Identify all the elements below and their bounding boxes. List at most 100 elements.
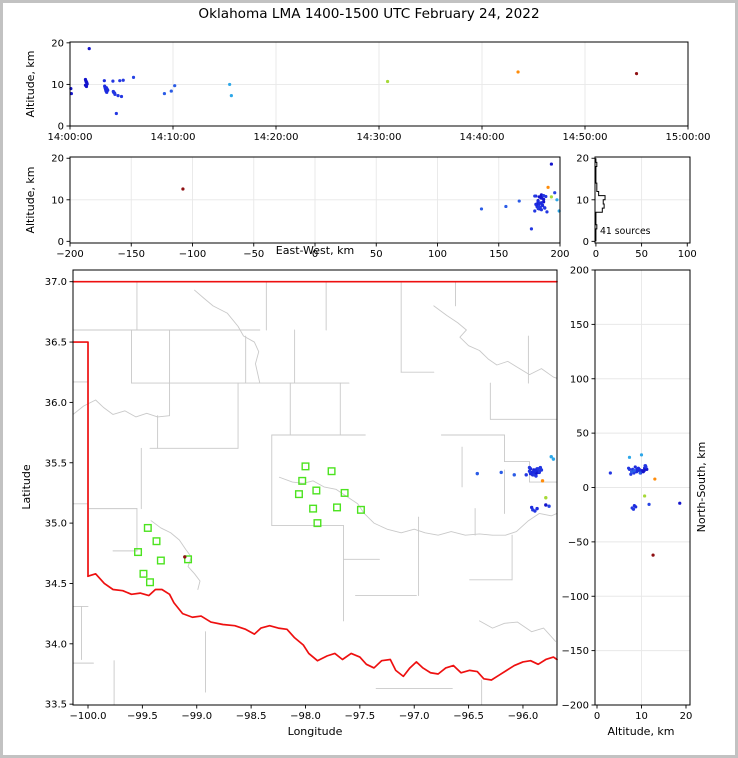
source-point: [385, 79, 390, 84]
source-point: [531, 508, 535, 512]
altitude-histogram-line: [595, 158, 606, 242]
source-point: [536, 206, 540, 211]
x-tick-label: 100: [428, 249, 447, 260]
lma-station-marker: [327, 467, 336, 476]
source-point: [119, 94, 124, 99]
lma-station-marker: [309, 504, 318, 513]
source-point: [643, 494, 647, 498]
source-point: [542, 194, 546, 198]
y-tick-label: 10: [576, 195, 589, 206]
source-point: [113, 92, 117, 96]
source-point: [499, 470, 503, 475]
source-point: [539, 468, 544, 472]
river-county-line: [194, 289, 261, 384]
time-height-panel: 14:00:00 14:10:00 14:20:00 14:30:00 14:40:00…: [48, 38, 711, 143]
source-count-annotation: 41 sources: [600, 226, 651, 237]
ns-panel-xlabel: Altitude, km: [607, 725, 675, 738]
x-tick-label: −98.5: [236, 711, 267, 722]
lma-station-marker: [145, 578, 154, 587]
ew-panel-xlabel: East-West, km: [275, 244, 355, 257]
x-tick-label: −150: [118, 249, 145, 260]
y-tick-label: 34.5: [45, 579, 67, 590]
lma-station-marker: [301, 462, 310, 471]
ew-panel-ylabel: Altitude, km: [24, 166, 37, 234]
x-tick-label: 100: [678, 249, 697, 260]
source-point: [644, 465, 648, 469]
source-point: [553, 191, 557, 195]
y-tick-label: 0: [58, 122, 64, 133]
lma-station-marker: [184, 555, 193, 564]
source-point: [651, 553, 655, 557]
source-point: [608, 471, 612, 475]
source-point: [630, 506, 634, 510]
lma-station-marker: [143, 523, 152, 532]
source-point: [183, 555, 187, 559]
source-point: [540, 479, 545, 483]
source-point: [536, 467, 540, 471]
source-point: [632, 469, 636, 473]
y-tick-label: 20: [51, 38, 64, 49]
river-county-line: [150, 520, 201, 590]
y-tick-label: 20: [576, 154, 589, 165]
source-point: [539, 208, 544, 212]
y-tick-label: 50: [576, 429, 589, 440]
plan_view_map-border: [72, 269, 558, 706]
lma-station-marker: [298, 476, 307, 485]
source-point: [534, 202, 538, 206]
y-tick-label: −150: [562, 646, 589, 657]
x-tick-label: −96.5: [453, 711, 484, 722]
source-point: [627, 455, 632, 459]
y-tick-label: 0: [583, 483, 589, 494]
x-tick-label: 20: [680, 711, 693, 722]
source-point: [533, 469, 537, 473]
x-tick-label: −99.5: [127, 711, 158, 722]
x-tick-label: −99.0: [181, 711, 212, 722]
source-point: [475, 471, 479, 476]
y-tick-label: 20: [51, 154, 64, 165]
source-point: [546, 185, 550, 189]
y-tick-label: 10: [51, 195, 64, 206]
source-point: [516, 70, 520, 74]
source-point: [504, 204, 508, 209]
river-county-line: [278, 476, 558, 536]
source-point: [633, 465, 637, 469]
source-point: [533, 209, 537, 213]
lma-station-marker: [294, 490, 303, 499]
source-point: [111, 79, 115, 83]
y-tick-label: −100: [562, 592, 589, 603]
y-tick-label: 36.5: [45, 338, 67, 349]
oklahoma-state-border: [87, 572, 558, 681]
source-point: [544, 503, 548, 507]
source-point: [533, 194, 537, 198]
source-point: [538, 201, 542, 205]
lma-station-marker: [313, 519, 322, 528]
source-point: [173, 84, 177, 88]
y-tick-label: 33.5: [45, 700, 67, 711]
altitude-histogram-panel: 0 50 100 0 10 20: [576, 154, 697, 260]
source-point: [630, 470, 634, 474]
y-tick-label: 200: [570, 266, 589, 277]
source-point: [636, 467, 640, 471]
source-point: [529, 227, 534, 231]
source-point: [85, 82, 89, 86]
source-point: [479, 207, 484, 211]
x-tick-label: 14:30:00: [357, 132, 402, 143]
y-tick-label: 37.0: [45, 277, 67, 288]
source-point: [555, 198, 559, 202]
lma-station-marker: [134, 548, 143, 557]
map-ylabel: Latitude: [20, 464, 33, 510]
source-point: [512, 473, 516, 477]
oklahoma-state-border: [72, 341, 89, 578]
source-point: [169, 89, 173, 93]
x-tick-label: 50: [635, 249, 648, 260]
river-county-line: [433, 305, 558, 379]
source-point: [116, 94, 120, 98]
source-point: [626, 466, 631, 470]
source-point: [545, 210, 549, 214]
ns-panel-ylabel: North-South, km: [695, 441, 708, 533]
source-point: [549, 455, 553, 459]
source-point: [647, 502, 651, 506]
x-tick-label: −98.0: [290, 711, 321, 722]
lma-station-marker: [333, 503, 342, 512]
